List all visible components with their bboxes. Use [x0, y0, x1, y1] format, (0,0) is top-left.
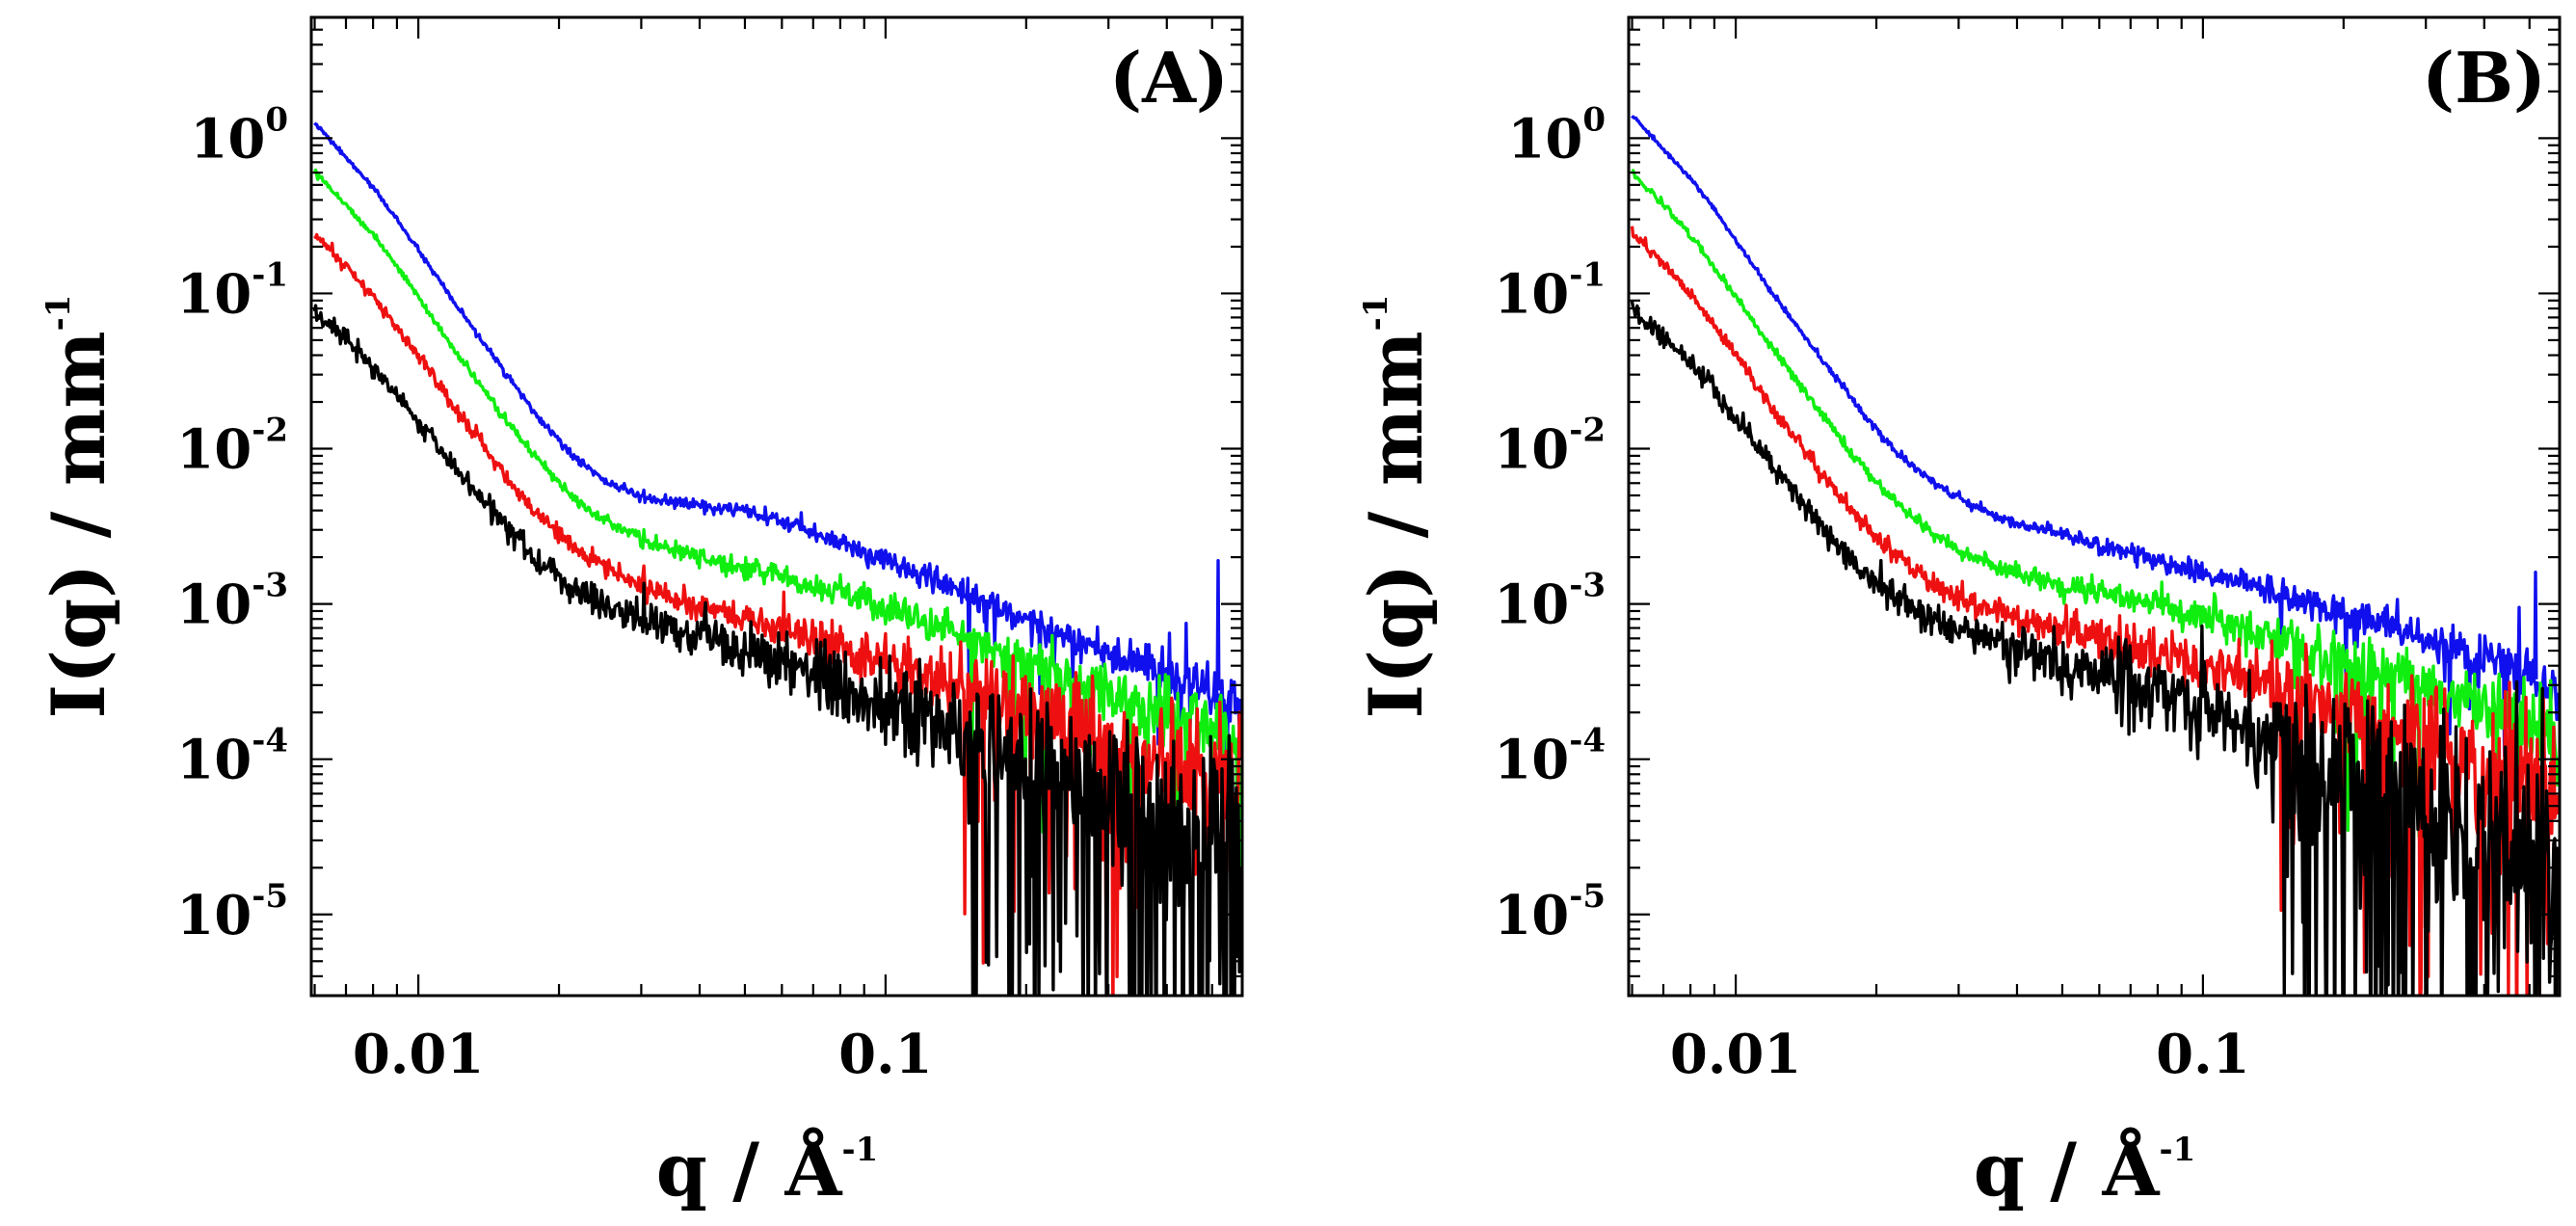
series-group [312, 121, 1242, 996]
y-tick-label: 10-5 [176, 877, 288, 947]
plot-frame [1627, 15, 2562, 998]
y-tick-label: 10-5 [1494, 877, 1606, 947]
y-tick-label: 10-4 [176, 722, 288, 792]
y-tick-label: 100 [190, 100, 288, 171]
series-red-line [1630, 226, 2560, 996]
y-axis-ticks [311, 15, 1242, 998]
y-tick-label: 10-1 [1494, 255, 1606, 326]
series-red-line [313, 232, 1242, 996]
y-axis-title: I(q) / mm-1 [36, 295, 121, 719]
y-tick-label: 10-3 [176, 567, 288, 637]
series-green-line [1630, 169, 2560, 839]
series-blue-line [313, 121, 1242, 777]
y-tick-label: 10-2 [176, 412, 288, 482]
x-axis-ticks [313, 17, 1213, 996]
y-tick-label: 10-2 [1494, 412, 1606, 482]
y-tick-label: 100 [1507, 100, 1606, 171]
series-black-line [1630, 301, 2560, 996]
y-tick-label: 10-4 [1494, 722, 1606, 792]
x-tick-label: 0.1 [2156, 1023, 2249, 1086]
panel-label: (B) [2422, 37, 2546, 119]
plot-frame [309, 15, 1244, 998]
x-tick-label: 0.1 [838, 1023, 932, 1086]
series-green-line [313, 168, 1242, 892]
y-tick-label: 10-1 [176, 255, 288, 326]
x-axis-ticks [1631, 17, 2531, 996]
panel-label: (A) [1109, 37, 1229, 119]
y-tick-label: 10-3 [1494, 567, 1606, 637]
series-black-line [312, 304, 1242, 996]
x-axis-title: q / Å-1 [1974, 1127, 2196, 1213]
series-group [1630, 115, 2560, 996]
chart-panel-b: 0.01 0.1 100 10-1 10-2 10-3 10-4 10-5 (B) q / Å-1… [1353, 15, 2562, 1213]
x-tick-label: 0.01 [353, 1023, 484, 1086]
y-axis-title: I(q) / mm-1 [1353, 295, 1439, 719]
y-axis-ticks [1629, 15, 2560, 998]
x-axis-title: q / Å-1 [656, 1127, 879, 1213]
chart-panel-a: 0.01 0.1 100 10-1 10-2 10-3 10-4 10-5 (A) q / Å-1… [36, 15, 1244, 1213]
series-blue-line [1631, 115, 2560, 759]
x-tick-label: 0.01 [1670, 1023, 1801, 1086]
